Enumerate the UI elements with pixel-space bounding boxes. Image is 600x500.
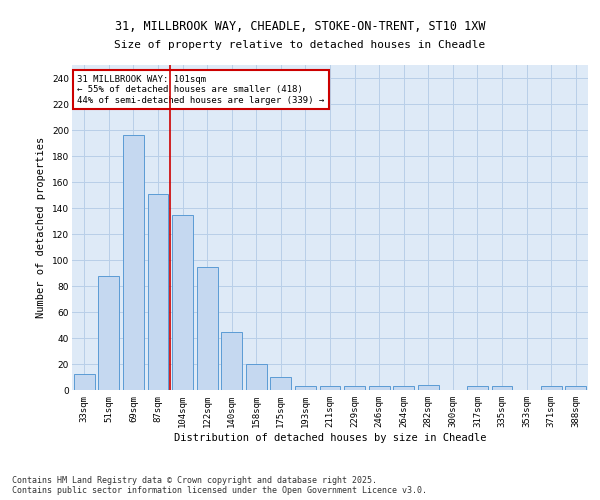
Bar [271,377,292,390]
Bar [491,386,512,390]
Bar [295,386,316,390]
Bar [541,386,562,390]
Bar [565,386,586,390]
Text: 31, MILLBROOK WAY, CHEADLE, STOKE-ON-TRENT, ST10 1XW: 31, MILLBROOK WAY, CHEADLE, STOKE-ON-TRE… [115,20,485,33]
Text: 31 MILLBROOK WAY: 101sqm
← 55% of detached houses are smaller (418)
44% of semi-: 31 MILLBROOK WAY: 101sqm ← 55% of detach… [77,74,325,104]
Bar [197,266,218,390]
Bar [467,386,488,390]
Bar [368,386,389,390]
Bar [74,374,95,390]
Bar [221,332,242,390]
Bar [148,194,169,390]
Bar [98,276,119,390]
Bar [246,364,267,390]
Bar [172,214,193,390]
X-axis label: Distribution of detached houses by size in Cheadle: Distribution of detached houses by size … [174,432,486,442]
Bar [344,386,365,390]
Text: Size of property relative to detached houses in Cheadle: Size of property relative to detached ho… [115,40,485,50]
Bar [320,386,340,390]
Text: Contains HM Land Registry data © Crown copyright and database right 2025.
Contai: Contains HM Land Registry data © Crown c… [12,476,427,495]
Bar [123,135,144,390]
Bar [418,385,439,390]
Y-axis label: Number of detached properties: Number of detached properties [37,137,46,318]
Bar [393,386,414,390]
